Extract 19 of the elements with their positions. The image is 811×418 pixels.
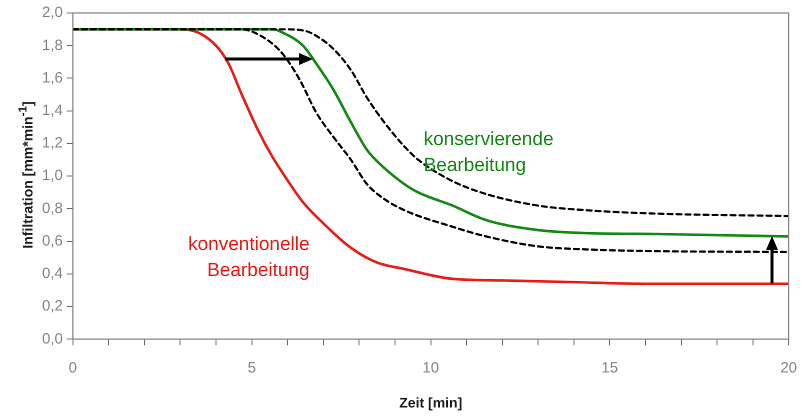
x-tick-label: 0 bbox=[68, 359, 78, 376]
x-tick-label: 10 bbox=[422, 359, 440, 376]
y-tick-label: 1,2 bbox=[42, 134, 63, 152]
x-tick-label: 15 bbox=[601, 359, 618, 376]
series-label: konventionelle Bearbeitung bbox=[188, 232, 310, 283]
y-tick-label: 2,0 bbox=[42, 4, 63, 22]
series-label: konservierende Bearbeitung bbox=[424, 128, 554, 178]
y-tick-label: 1,8 bbox=[42, 36, 63, 54]
y-tick-label: 0,8 bbox=[42, 200, 63, 217]
y-tick-label: 1,0 bbox=[42, 167, 63, 184]
x-tick-label: 20 bbox=[780, 359, 797, 376]
y-tick-label: 1,4 bbox=[42, 102, 63, 119]
y-tick-label: 1,6 bbox=[42, 69, 63, 86]
y-tick-label: 0,0 bbox=[42, 330, 63, 348]
y-tick-label: 0,2 bbox=[42, 298, 63, 315]
x-axis-title: Zeit [min] bbox=[399, 394, 462, 410]
y-tick-label: 0,6 bbox=[42, 232, 63, 250]
x-tick-label: 5 bbox=[248, 359, 256, 376]
y-tick-label: 0,4 bbox=[42, 265, 63, 282]
